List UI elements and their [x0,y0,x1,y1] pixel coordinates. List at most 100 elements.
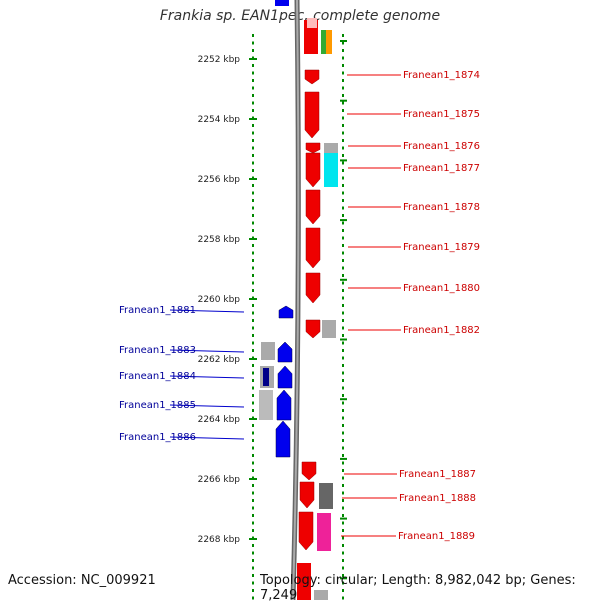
ruler-dot [252,131,254,135]
label-leader-line [169,436,245,440]
ruler-dot [252,221,254,225]
ruler-dot [252,154,254,157]
feature-bar [261,342,275,360]
gene-arrow [277,365,293,389]
ruler-dot [252,544,254,547]
ruler-dot [252,506,254,510]
ruler-dot [252,349,254,352]
ruler-dot [342,251,344,255]
ruler-dot [342,371,344,375]
ruler-dot [342,424,344,427]
ruler-dot [342,529,344,532]
ruler-major-tick [340,40,347,42]
ruler-dot [252,124,254,127]
ruler-dot [342,304,344,307]
ruler-dot [342,409,344,412]
ruler-dot [342,266,344,270]
ruler-dot [252,206,254,210]
gene-arrow [305,227,321,269]
ruler-dot [342,491,344,495]
ruler-dot [252,446,254,450]
ruler-dot [252,259,254,262]
ruler-dot [252,589,254,592]
ruler-dot [252,169,254,172]
ruler-dot [342,559,344,562]
ruler-dot [342,161,344,165]
tick-mark [249,178,257,180]
gene-label: Franean1_1878 [403,202,480,213]
ruler-dot [252,439,254,442]
ruler-dot [252,341,254,345]
ruler-dot [252,394,254,397]
feature-bar [324,143,338,153]
ruler-dot [342,326,344,330]
ruler-dot [252,266,254,270]
ruler-dot [342,124,344,127]
gene-label: Franean1_1877 [403,163,480,174]
gene-label: Franean1_1884 [119,371,196,382]
gene-label: Franean1_1876 [403,141,480,152]
gene-label: Franean1_1879 [403,242,480,253]
tick-label: 2252 kbp [198,55,241,65]
ruler-major-tick [340,338,347,341]
ruler-dot [342,566,344,570]
ruler-major-tick [340,398,347,401]
ruler-dot [342,484,344,487]
gene-label: Franean1_1882 [403,325,480,336]
ruler-dot [252,94,254,97]
ruler-dot [342,101,344,105]
ruler-dot [252,521,254,525]
gene-label: Franean1_1885 [119,400,196,411]
ruler-dot [252,499,254,502]
label-leader-line [169,404,245,408]
ruler-dot [342,259,344,262]
ruler-dot [252,146,254,150]
ruler-dot [342,86,344,90]
ruler-dot [342,341,344,345]
ruler-dot [252,566,254,570]
ruler-dot [342,431,344,435]
ruler-dot [342,34,344,37]
feature-bar [319,483,333,509]
ruler-dot [342,296,344,300]
ruler-dot [342,221,344,225]
ruler-dot [342,454,344,457]
ruler-dot [342,476,344,480]
ruler-dot [252,161,254,165]
ruler-dot [342,169,344,172]
gene-label: Franean1_1881 [119,305,196,316]
tick-label: 2268 kbp [198,535,241,545]
tick-mark [249,238,257,240]
ruler-dot [252,461,254,465]
ruler-dot [252,379,254,382]
tick-mark [249,358,257,360]
tick-label: 2258 kbp [198,235,241,245]
ruler-dot [342,349,344,352]
ruler-dot [342,356,344,360]
ruler-dot [342,229,344,232]
tick-mark [249,298,257,300]
ruler-dot [342,596,344,600]
ruler-dot [342,334,344,337]
ruler-dot [252,191,254,195]
ruler-dot [342,244,344,247]
gene-arrow [299,481,315,509]
ruler-dot [342,386,344,390]
ruler-major-tick [340,219,347,222]
gene-arrow [275,420,291,458]
ruler-dot [342,521,344,525]
feature-bar [314,590,328,600]
ruler-dot [252,334,254,337]
ruler-dot [342,364,344,367]
ruler-dot [342,551,344,555]
ruler-dot [342,214,344,217]
ruler-dot [342,176,344,180]
gene-label: Franean1_1886 [119,432,196,443]
ruler-dot [252,109,254,112]
ruler-dot [342,79,344,82]
tick-label: 2256 kbp [198,175,241,185]
ruler-dot [342,514,344,517]
ruler-dot [342,506,344,510]
ruler-dot [342,71,344,75]
